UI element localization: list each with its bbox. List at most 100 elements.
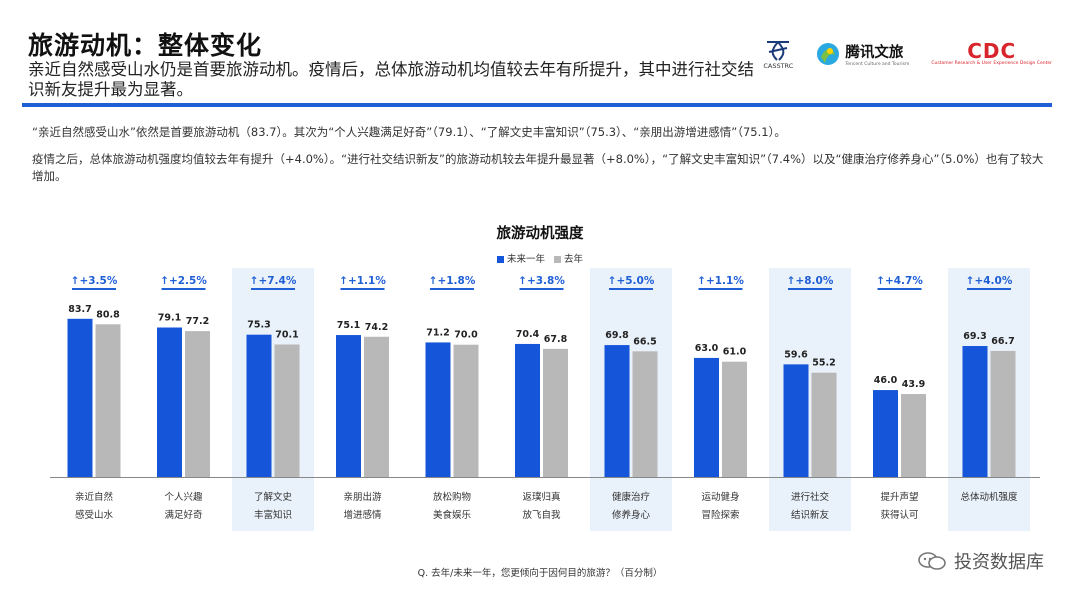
- legend-item-last: 去年: [554, 251, 583, 265]
- watermark-text: 投资数据库: [954, 552, 1044, 573]
- legend-item-current: 未来一年: [497, 251, 545, 265]
- category-label: 总体动机强度: [960, 491, 1018, 503]
- legend-swatch-current: [497, 256, 504, 263]
- data-label-last: 80.8: [96, 309, 120, 320]
- bar-last: [364, 336, 389, 477]
- data-label-current: 75.1: [337, 320, 360, 331]
- bar-current: [425, 342, 451, 477]
- bar-last: [185, 331, 210, 477]
- legend-label-last: 去年: [564, 254, 584, 265]
- category-label: 修养身心: [612, 509, 651, 521]
- category-label: 冒险探索: [701, 509, 739, 521]
- category-label: 了解文史: [254, 491, 293, 503]
- page-subtitle: 亲近自然感受山水仍是首要旅游动机。疫情后，总体旅游动机均值较去年有所提升，其中进…: [28, 60, 754, 99]
- tencent-culture-icon: [817, 43, 840, 65]
- highlight-band: [948, 268, 1030, 531]
- data-label-last: 66.7: [991, 336, 1014, 347]
- data-label-last: 55.2: [812, 358, 835, 369]
- bar-current: [157, 327, 182, 477]
- change-label: ↑+1.8%: [429, 275, 476, 287]
- bar-last: [632, 351, 658, 477]
- highlight-band: [590, 268, 672, 531]
- tencent-logo: 腾讯文旅 Tencent Culture and Tourism: [815, 41, 909, 67]
- category-label: 亲近自然: [75, 491, 114, 503]
- data-label-current: 63.0: [695, 343, 719, 354]
- change-label: ↑+4.0%: [966, 275, 1013, 287]
- cdc-logo-sub: Customer Research & User Experience Desi…: [931, 61, 1052, 66]
- change-label: ↑+3.5%: [71, 275, 118, 287]
- legend-swatch-last: [554, 256, 562, 263]
- bar-current: [604, 345, 630, 477]
- data-label-last: 70.0: [454, 330, 478, 341]
- bar-last: [990, 350, 1016, 477]
- category-label: 感受山水: [75, 509, 114, 521]
- change-label: ↑+1.1%: [339, 275, 386, 287]
- logo-bar: CASSTRC 腾讯文旅 Tencent Culture and Tourism…: [763, 38, 1052, 70]
- data-label-last: 43.9: [902, 379, 925, 390]
- bar-last: [811, 372, 837, 477]
- data-label-last: 77.2: [186, 316, 209, 327]
- category-label: 丰富知识: [254, 509, 292, 521]
- data-label-last: 66.5: [633, 336, 656, 347]
- highlight-band: [232, 268, 314, 531]
- bar-last: [722, 361, 747, 477]
- category-label: 获得认可: [880, 509, 918, 521]
- data-label-current: 75.3: [247, 320, 270, 331]
- wechat-icon: [918, 552, 946, 570]
- data-label-last: 67.8: [544, 334, 568, 345]
- highlight-band: [769, 268, 851, 531]
- data-label-last: 70.1: [275, 330, 298, 341]
- page-title: 旅游动机：整体变化: [28, 31, 263, 60]
- data-label-current: 71.2: [426, 327, 449, 338]
- bar-last: [453, 344, 479, 477]
- bar-current: [873, 390, 898, 477]
- bar-current: [246, 334, 272, 477]
- data-label-current: 70.4: [516, 329, 540, 340]
- data-label-current: 46.0: [874, 375, 898, 386]
- category-label: 健康治疗: [612, 491, 651, 503]
- data-label-current: 83.7: [68, 304, 91, 315]
- data-label-current: 79.1: [158, 313, 181, 324]
- bar-last: [95, 324, 121, 477]
- summary-paragraph-1: “亲近自然感受山水”依然是首要旅游动机（83.7）。其次为“个人兴趣满足好奇”（…: [32, 125, 786, 139]
- category-label: 进行社交: [791, 491, 830, 503]
- category-label: 亲朋出游: [343, 491, 382, 503]
- data-label-current: 69.8: [605, 330, 629, 341]
- cdc-logo-text: CDC: [967, 39, 1017, 63]
- cdc-logo: CDC Customer Research & User Experience …: [931, 41, 1052, 67]
- category-label: 美食娱乐: [433, 509, 472, 521]
- casstrc-logo-text: CASSTRC: [763, 62, 794, 70]
- bar-current: [962, 346, 988, 477]
- category-label: 放松购物: [433, 491, 472, 503]
- bar-current: [336, 335, 361, 477]
- change-label: ↑+2.5%: [160, 275, 207, 287]
- data-label-current: 69.3: [963, 331, 986, 342]
- casstrc-mark-icon: [767, 41, 790, 61]
- bar-current: [694, 357, 719, 477]
- legend-label-current: 未来一年: [507, 254, 546, 265]
- tencent-logo-name: 腾讯文旅: [845, 45, 904, 61]
- category-label: 满足好奇: [164, 509, 203, 521]
- tencent-logo-sub: Tencent Culture and Tourism: [845, 62, 910, 67]
- change-label: ↑+4.7%: [876, 275, 923, 287]
- header-divider: [22, 103, 1052, 107]
- change-label: ↑+8.0%: [787, 275, 834, 287]
- bar-current: [67, 318, 93, 477]
- category-label: 增进感情: [343, 509, 382, 521]
- chart-legend: 未来一年 去年: [497, 251, 583, 265]
- summary-paragraph-2: 疫情之后，总体旅游动机强度均值较去年有提升（+4.0%）。“进行社交结识新友”的…: [32, 152, 1044, 183]
- bar-current: [783, 364, 809, 477]
- bar-last: [901, 394, 926, 477]
- bar-last: [543, 348, 568, 477]
- casstrc-logo: CASSTRC: [763, 38, 793, 70]
- data-label-current: 59.6: [784, 349, 808, 360]
- category-label: 结识新友: [791, 509, 830, 521]
- change-label: ↑+5.0%: [608, 275, 655, 287]
- bar-last: [274, 344, 300, 477]
- data-label-last: 74.2: [365, 322, 388, 333]
- change-label: ↑+1.1%: [697, 275, 744, 287]
- category-label: 个人兴趣: [164, 491, 203, 503]
- watermark: 投资数据库: [917, 548, 1044, 574]
- category-label: 提升声望: [880, 491, 918, 503]
